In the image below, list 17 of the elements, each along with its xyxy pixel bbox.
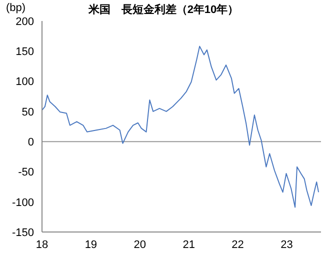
- x-tick-label: 21: [182, 238, 195, 251]
- x-tick-label: 19: [84, 238, 98, 251]
- y-tick-label: -100: [12, 196, 34, 209]
- x-tick-label: 23: [280, 238, 293, 251]
- y-tick-label: 100: [16, 76, 34, 88]
- chart-title: 米国 長短金利差（2年10年）: [88, 4, 239, 16]
- x-tick-label: 22: [232, 238, 244, 251]
- x-tick-label: 20: [134, 238, 146, 251]
- y-tick-label: 150: [16, 46, 34, 58]
- y-axis-title: (bp): [6, 2, 26, 14]
- x-tick-label: 18: [36, 238, 48, 251]
- y-tick-label: -50: [18, 166, 34, 179]
- y-tick-label: 50: [22, 106, 34, 118]
- y-tick-label: -150: [12, 226, 34, 239]
- y-tick-label: 200: [16, 16, 34, 28]
- line-series: [42, 46, 320, 208]
- y-tick-label: 0: [28, 136, 34, 148]
